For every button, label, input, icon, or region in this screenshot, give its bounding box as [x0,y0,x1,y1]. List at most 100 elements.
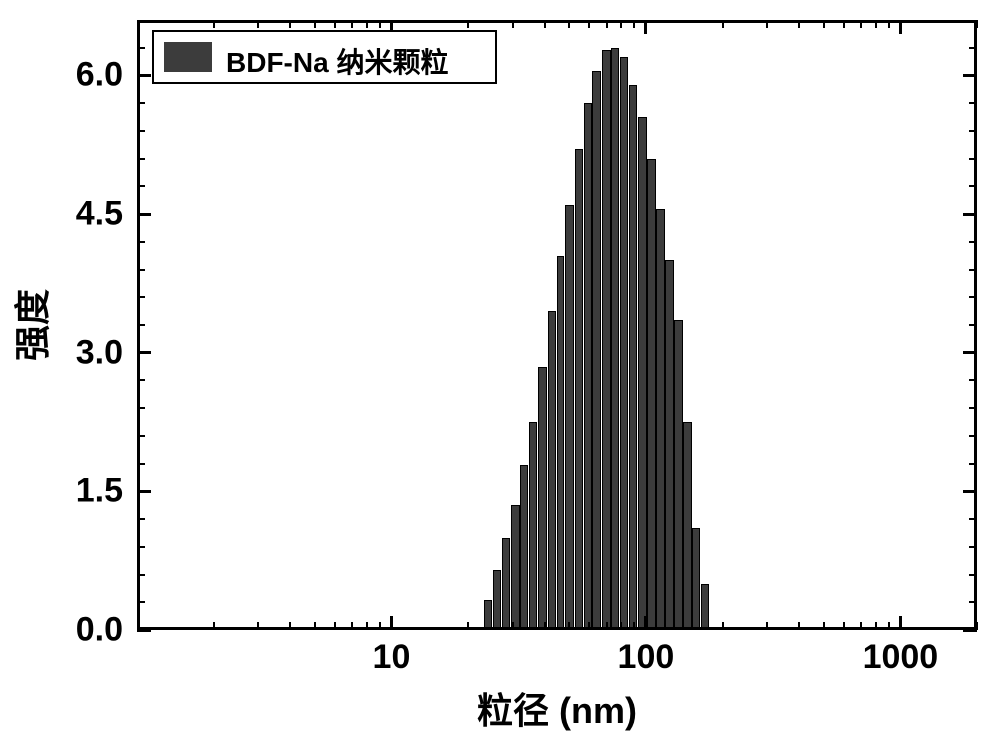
x-minor-tick [633,622,635,630]
y-minor-tick [969,296,977,298]
x-major-tick [899,616,902,630]
x-minor-tick [843,20,845,28]
y-major-tick [963,213,977,216]
histogram-bar [629,85,638,630]
x-axis-label: 粒径 (nm) [477,682,637,734]
histogram-bar [602,50,611,630]
y-minor-tick [969,130,977,132]
y-minor-tick [969,546,977,548]
x-minor-tick [620,622,622,630]
x-minor-tick [512,622,514,630]
x-minor-tick [257,622,259,630]
y-major-tick [137,74,151,77]
histogram-bar [683,422,691,630]
legend-label: BDF-Na 纳米颗粒 [226,41,448,81]
y-minor-tick [969,407,977,409]
x-tick-label: 1000 [863,638,939,677]
y-minor-tick [137,47,145,49]
y-major-tick [137,490,151,493]
x-minor-tick [314,622,316,630]
y-minor-tick [137,241,145,243]
y-minor-tick [137,574,145,576]
x-minor-tick [568,20,570,28]
legend-swatch [164,42,212,72]
y-minor-tick [969,574,977,576]
y-minor-tick [137,435,145,437]
y-minor-tick [969,269,977,271]
x-minor-tick [366,622,368,630]
y-major-tick [963,490,977,493]
x-minor-tick [823,622,825,630]
histogram-bar [656,209,664,630]
x-minor-tick [766,20,768,28]
histogram-bar [611,48,619,630]
y-major-tick [137,213,151,216]
y-minor-tick [137,269,145,271]
histogram-bar [520,465,528,630]
y-minor-tick [969,102,977,104]
histogram-bar [548,311,556,630]
y-minor-tick [137,601,145,603]
y-minor-tick [969,241,977,243]
x-minor-tick [766,622,768,630]
histogram-bar [575,149,583,630]
histogram-bar [484,600,492,631]
x-minor-tick [606,622,608,630]
histogram-bar [638,117,646,630]
y-minor-tick [137,158,145,160]
x-major-tick [390,616,393,630]
histogram-bar [620,57,628,630]
x-minor-tick [334,622,336,630]
x-minor-tick [544,20,546,28]
x-minor-tick [314,20,316,28]
x-minor-tick [289,622,291,630]
x-minor-tick [379,20,381,28]
y-minor-tick [137,102,145,104]
histogram-bar [565,205,574,630]
y-minor-tick [137,463,145,465]
histogram-bar [538,367,547,630]
x-minor-tick [976,20,978,28]
histogram-bar [647,159,655,630]
histogram-bar [584,103,592,630]
x-major-tick [644,20,647,34]
x-minor-tick [544,622,546,630]
x-minor-tick [606,20,608,28]
x-minor-tick [860,622,862,630]
histogram-bar [674,320,682,630]
y-major-tick [137,351,151,354]
histogram-bar [665,260,673,630]
histogram-bar [592,71,601,630]
y-tick-label: 1.5 [0,472,123,511]
plot-border-bottom [137,627,977,630]
y-minor-tick [137,379,145,381]
x-minor-tick [257,20,259,28]
x-minor-tick [823,20,825,28]
histogram-bar [529,422,537,630]
x-minor-tick [620,20,622,28]
x-minor-tick [633,20,635,28]
x-minor-tick [467,20,469,28]
histogram-chart: 1010010000.01.53.04.56.0强度粒径 (nm)BDF-Na … [0,0,1000,754]
x-minor-tick [875,622,877,630]
x-minor-tick [888,622,890,630]
x-tick-label: 10 [373,638,411,677]
y-minor-tick [969,158,977,160]
y-tick-label: 4.5 [0,195,123,234]
y-minor-tick [969,435,977,437]
histogram-bar [692,528,700,630]
histogram-bar [493,570,501,630]
x-minor-tick [722,20,724,28]
histogram-bar [557,256,565,630]
y-minor-tick [137,546,145,548]
x-minor-tick [467,622,469,630]
y-minor-tick [137,130,145,132]
y-tick-label: 0.0 [0,611,123,650]
plot-border-top [137,20,977,23]
x-minor-tick [860,20,862,28]
y-minor-tick [137,518,145,520]
y-minor-tick [969,518,977,520]
x-minor-tick [351,20,353,28]
y-minor-tick [969,185,977,187]
x-minor-tick [366,20,368,28]
